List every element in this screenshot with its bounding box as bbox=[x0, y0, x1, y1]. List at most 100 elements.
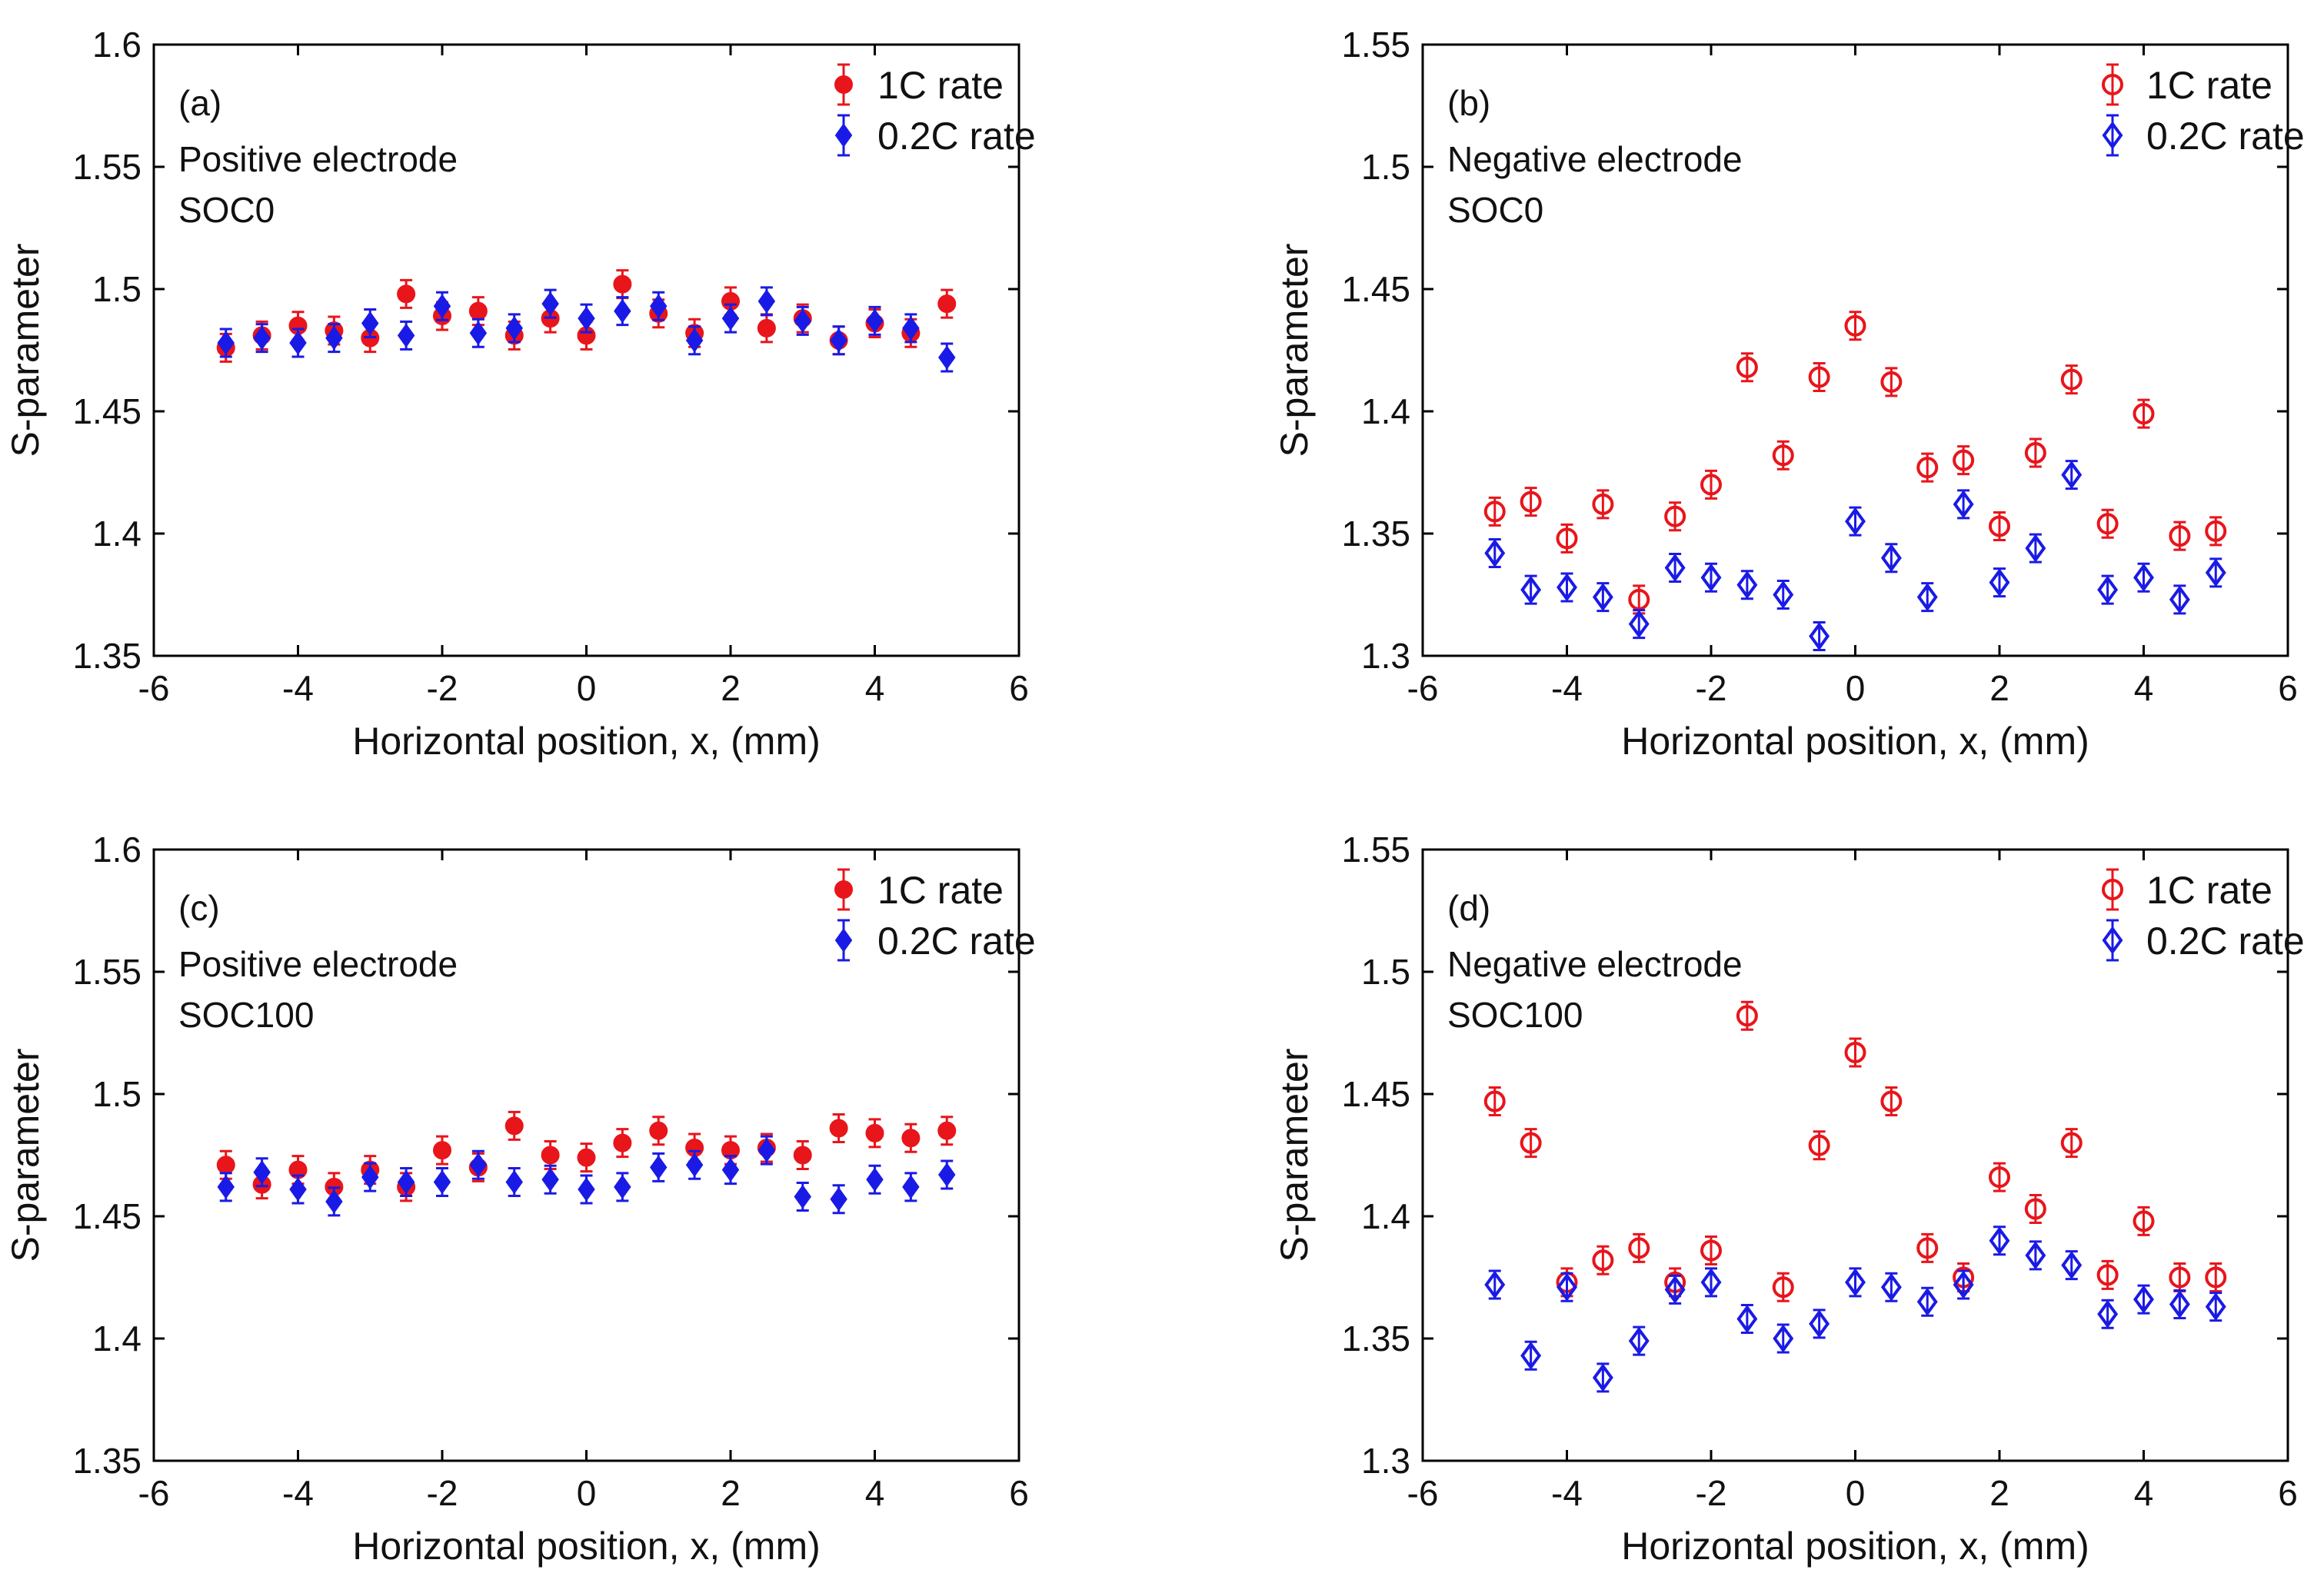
data-point bbox=[1989, 568, 2010, 597]
x-axis-label: Horizontal position, x, (mm) bbox=[352, 720, 821, 763]
data-point bbox=[1773, 1324, 1794, 1353]
y-tick-label: 1.5 bbox=[92, 1074, 142, 1114]
data-point bbox=[1772, 1276, 1794, 1299]
data-point bbox=[1628, 610, 1650, 639]
x-tick-label: -6 bbox=[138, 668, 170, 708]
y-axis-label: S-parameter bbox=[1273, 1049, 1316, 1262]
data-point bbox=[1556, 527, 1578, 550]
data-point bbox=[1592, 583, 1613, 612]
data-point bbox=[1484, 539, 1506, 567]
panel-annotation: Negative electrode bbox=[1447, 139, 1743, 179]
data-point bbox=[2205, 520, 2227, 542]
legend-label: 1C rate bbox=[877, 869, 1004, 912]
data-point bbox=[469, 1152, 488, 1177]
data-point bbox=[1773, 580, 1794, 609]
y-axis-label: S-parameter bbox=[4, 1049, 47, 1262]
x-tick-label: -4 bbox=[282, 1473, 314, 1513]
data-point bbox=[2024, 1198, 2046, 1220]
panel-annotation: Positive electrode bbox=[178, 944, 458, 984]
x-tick-label: -2 bbox=[427, 668, 458, 708]
data-point bbox=[541, 1167, 559, 1192]
data-point bbox=[721, 1157, 740, 1182]
y-tick-label: 1.6 bbox=[92, 25, 142, 65]
panel-annotation: SOC100 bbox=[178, 995, 314, 1035]
data-point bbox=[685, 1152, 704, 1177]
data-point bbox=[1483, 501, 1506, 523]
x-tick-label: 0 bbox=[1846, 1473, 1866, 1513]
data-point bbox=[649, 1121, 668, 1140]
x-tick-label: 2 bbox=[721, 668, 741, 708]
data-point bbox=[613, 274, 632, 294]
data-point bbox=[830, 1187, 847, 1212]
x-tick-label: -4 bbox=[1551, 1473, 1583, 1513]
data-point bbox=[1592, 1249, 1614, 1272]
y-tick-label: 1.55 bbox=[72, 952, 142, 992]
data-point bbox=[397, 323, 415, 348]
x-tick-label: -6 bbox=[1407, 668, 1439, 708]
data-point bbox=[2061, 461, 2083, 490]
x-tick-label: -6 bbox=[1407, 1473, 1439, 1513]
data-point bbox=[577, 1148, 596, 1167]
x-tick-label: -2 bbox=[1696, 668, 1727, 708]
data-point bbox=[685, 328, 704, 353]
data-point bbox=[2169, 1290, 2190, 1319]
y-tick-label: 1.3 bbox=[1361, 1441, 1410, 1481]
data-point bbox=[2133, 563, 2154, 592]
data-point bbox=[1700, 1239, 1722, 1262]
data-point bbox=[794, 308, 811, 334]
x-tick-label: -2 bbox=[1696, 1473, 1727, 1513]
data-point bbox=[1628, 1326, 1650, 1355]
data-point bbox=[505, 316, 523, 341]
x-tick-label: 6 bbox=[1009, 668, 1029, 708]
x-tick-label: 0 bbox=[577, 668, 597, 708]
data-point bbox=[614, 298, 631, 324]
data-point bbox=[2097, 575, 2119, 604]
data-point bbox=[2096, 1264, 2119, 1286]
data-point bbox=[757, 1138, 776, 1162]
data-point bbox=[830, 328, 847, 353]
x-tick-label: 4 bbox=[865, 668, 885, 708]
data-point bbox=[866, 308, 884, 334]
data-point bbox=[433, 294, 451, 318]
x-tick-label: 0 bbox=[1846, 668, 1866, 708]
data-point bbox=[1664, 505, 1686, 527]
data-point bbox=[1483, 1090, 1506, 1112]
legend-label: 0.2C rate bbox=[877, 920, 1036, 963]
x-tick-label: 4 bbox=[865, 1473, 885, 1513]
data-series-0 bbox=[1483, 1000, 2227, 1302]
y-tick-label: 1.4 bbox=[92, 514, 142, 554]
data-point bbox=[397, 1169, 415, 1195]
data-series-0 bbox=[1483, 311, 2227, 615]
data-point bbox=[1953, 1270, 1974, 1299]
data-point bbox=[1700, 1268, 1722, 1297]
legend-label: 1C rate bbox=[2146, 869, 2272, 912]
data-point bbox=[1880, 1090, 1903, 1112]
data-series-1 bbox=[1484, 460, 2226, 652]
data-point bbox=[757, 318, 776, 338]
data-point bbox=[541, 1146, 560, 1165]
data-point bbox=[1484, 1270, 1506, 1299]
data-point bbox=[1700, 563, 1722, 592]
x-tick-label: 6 bbox=[2278, 1473, 2298, 1513]
y-tick-label: 1.45 bbox=[1341, 1074, 1410, 1114]
data-point bbox=[1592, 493, 1614, 515]
data-point bbox=[2133, 403, 2155, 425]
data-point bbox=[1700, 474, 1722, 496]
data-point bbox=[865, 1123, 884, 1142]
legend-marker bbox=[834, 928, 853, 953]
legend-error-bar bbox=[2106, 868, 2119, 911]
data-point bbox=[325, 325, 343, 351]
legend-entry: 0.2C rate bbox=[834, 114, 1036, 158]
data-point bbox=[578, 306, 595, 331]
data-point bbox=[829, 1119, 848, 1138]
data-point bbox=[1989, 1226, 2010, 1255]
data-point bbox=[901, 1129, 921, 1148]
y-tick-label: 1.45 bbox=[72, 1196, 142, 1236]
data-point bbox=[757, 289, 776, 314]
data-point bbox=[2133, 1285, 2154, 1314]
panel-annotation: SOC100 bbox=[1447, 995, 1583, 1035]
data-point bbox=[1953, 490, 1974, 519]
data-point bbox=[793, 1146, 812, 1165]
legend-entry: 0.2C rate bbox=[834, 919, 1036, 963]
chart-panel-1: -6 -4 -2 0 2 4 6 1.3 1.35 1.4 1.45 1.5 1.55 Horizonta… bbox=[1273, 25, 2305, 763]
